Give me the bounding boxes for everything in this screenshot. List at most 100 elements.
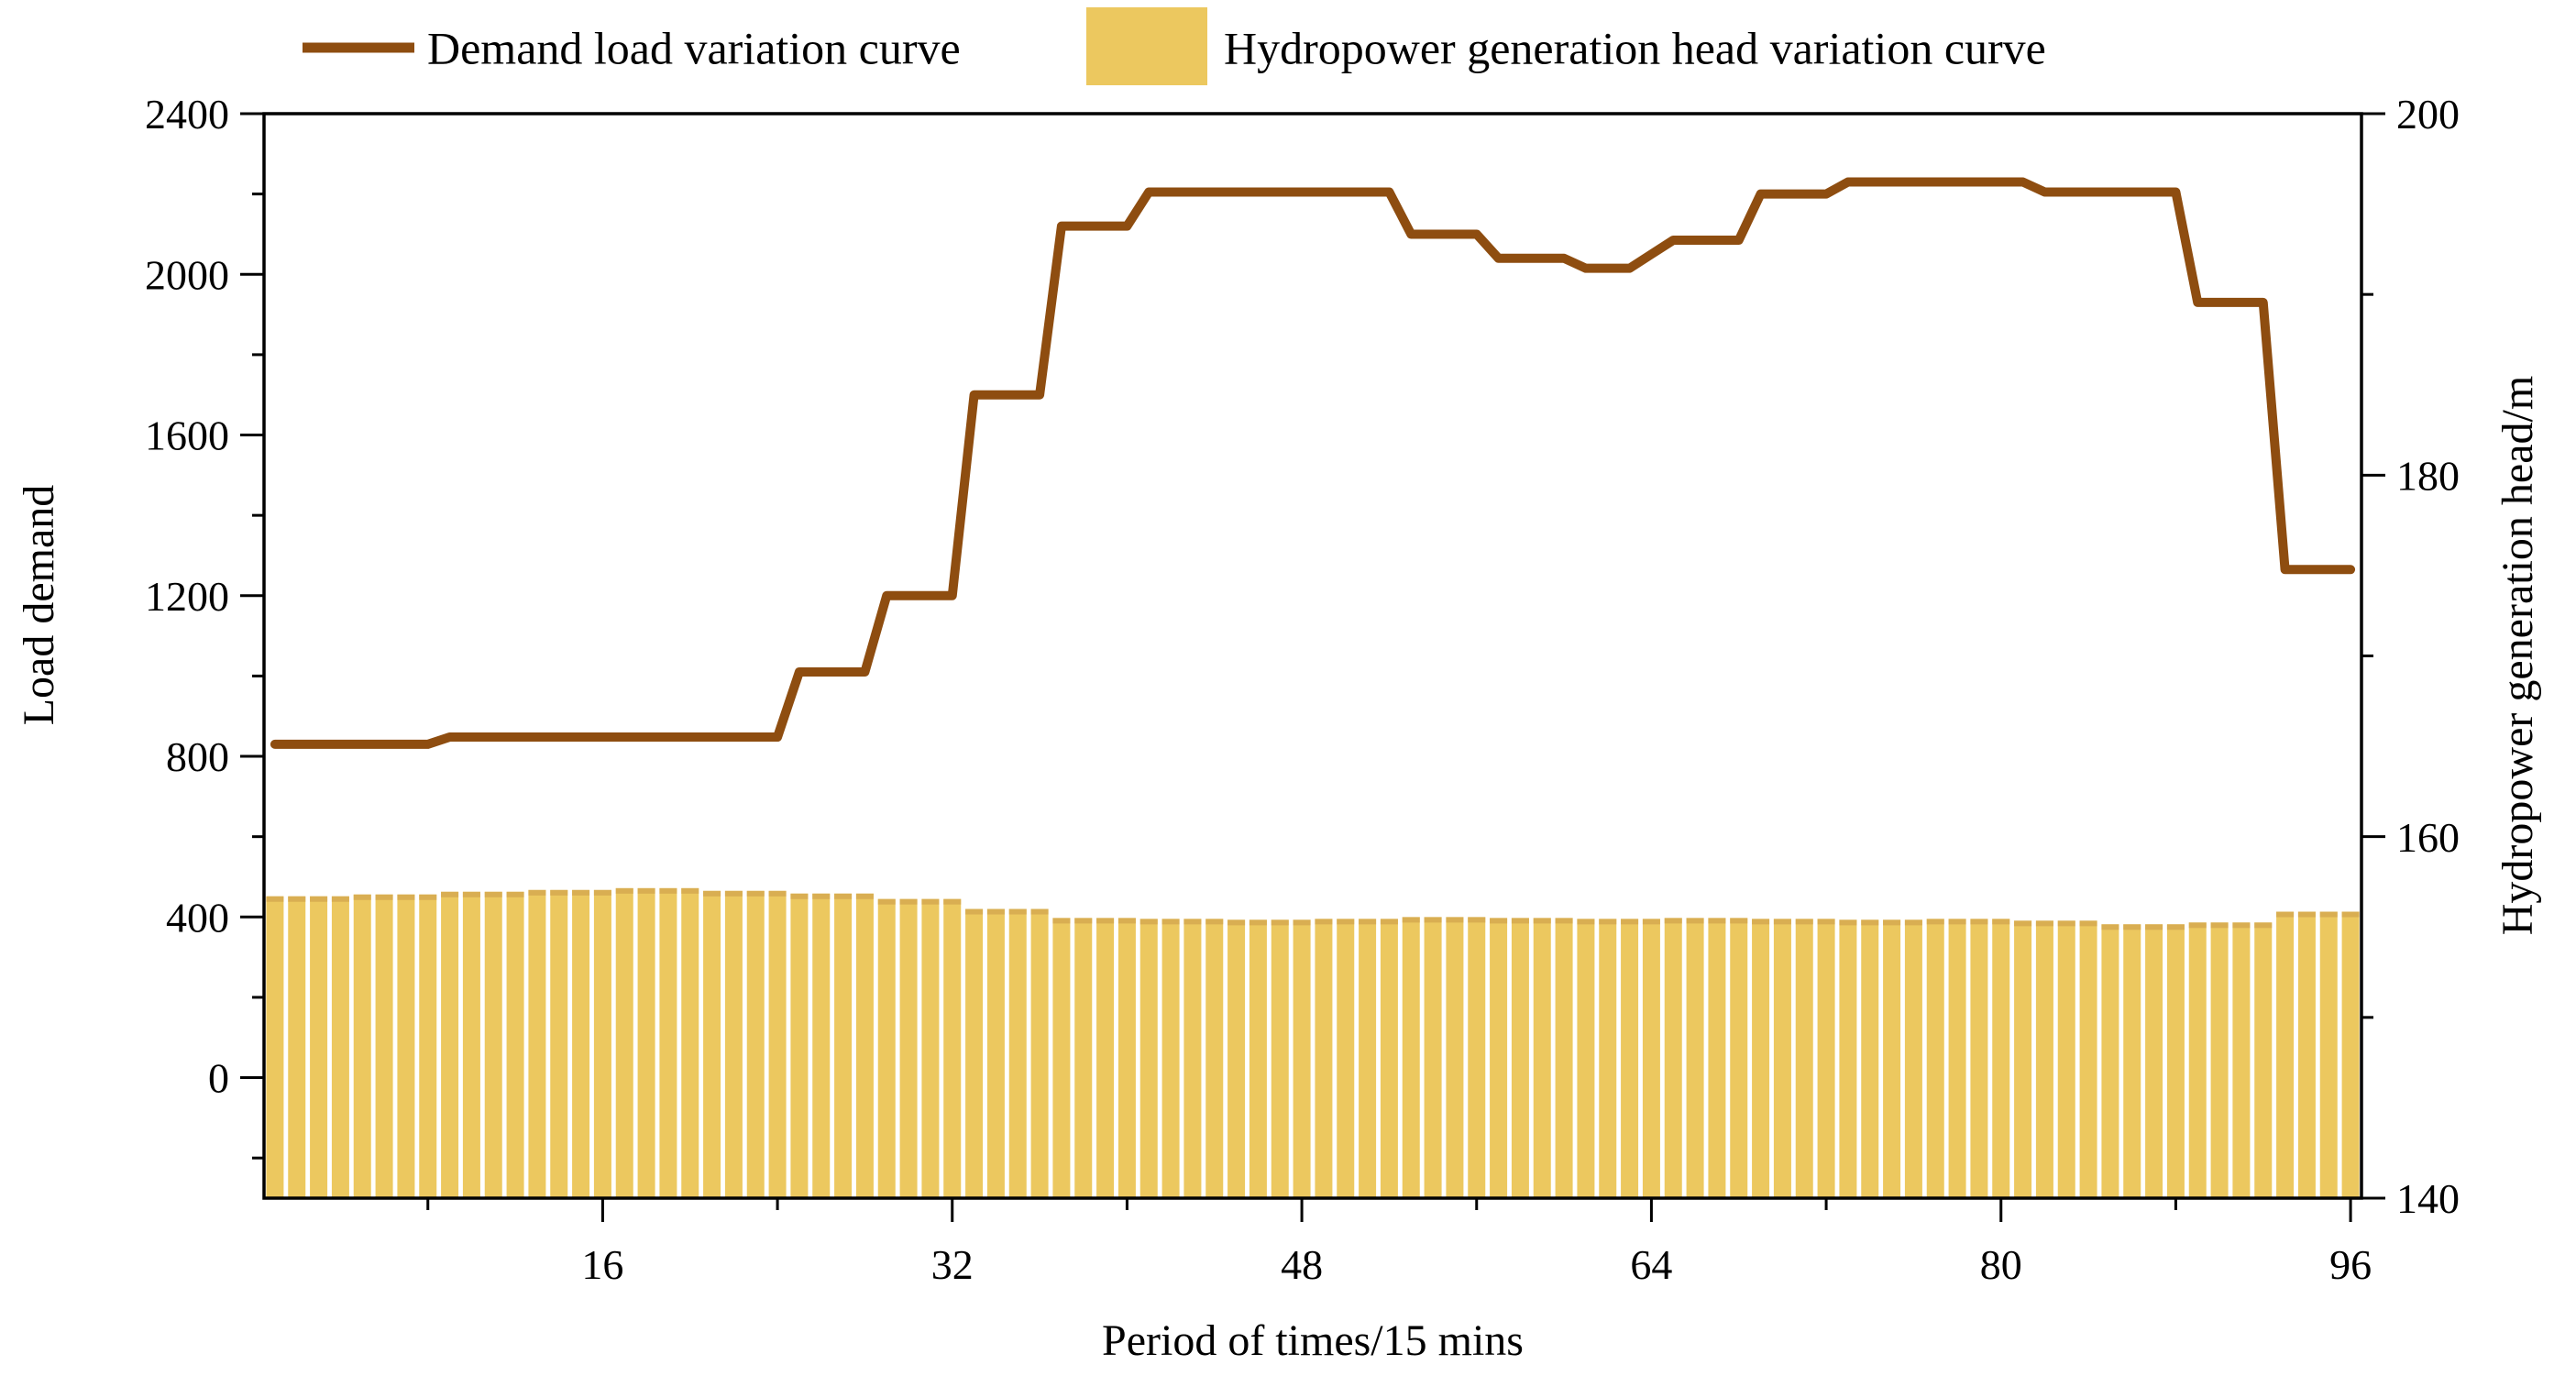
head-bar bbox=[1533, 918, 1551, 1198]
head-bar bbox=[2341, 911, 2360, 1198]
head-bar bbox=[1708, 918, 1726, 1198]
head-bar bbox=[681, 887, 699, 1198]
head-bar bbox=[1161, 919, 1180, 1198]
head-bar bbox=[1904, 919, 1922, 1198]
head-bar bbox=[1337, 919, 1355, 1198]
tick-label: 16 bbox=[581, 1241, 623, 1288]
head-bar bbox=[2166, 924, 2185, 1198]
head-bar bbox=[1096, 918, 1115, 1198]
head-bar bbox=[1183, 919, 1202, 1198]
head-bar bbox=[812, 893, 831, 1198]
head-bar bbox=[1970, 919, 1988, 1198]
head-bar bbox=[1117, 918, 1136, 1198]
tick-label: 180 bbox=[2396, 452, 2460, 499]
head-bar bbox=[2254, 922, 2273, 1198]
head-bar bbox=[1139, 919, 1158, 1198]
head-bar bbox=[2232, 922, 2251, 1198]
tick-label: 1600 bbox=[145, 413, 229, 459]
head-bar bbox=[310, 896, 328, 1198]
head-bar bbox=[1490, 918, 1508, 1198]
head-bar bbox=[790, 893, 809, 1198]
tick-label: 2000 bbox=[145, 251, 229, 298]
head-bar bbox=[877, 898, 896, 1198]
head-bar bbox=[1992, 919, 2010, 1198]
head-bar bbox=[659, 887, 677, 1198]
head-bar bbox=[2101, 924, 2119, 1198]
head-bar bbox=[550, 889, 568, 1198]
head-bar bbox=[1030, 908, 1049, 1198]
tick-label: 96 bbox=[2329, 1241, 2372, 1288]
head-bar bbox=[1511, 918, 1529, 1198]
head-bar bbox=[2035, 920, 2053, 1198]
head-bar bbox=[724, 890, 743, 1198]
head-bar bbox=[1446, 917, 1464, 1198]
tick-label: 80 bbox=[1980, 1241, 2022, 1288]
head-bar bbox=[1752, 919, 1770, 1198]
head-bar bbox=[768, 890, 787, 1198]
head-bar bbox=[965, 908, 984, 1198]
head-bar bbox=[1686, 918, 1704, 1198]
head-bar bbox=[462, 891, 480, 1198]
head-bar bbox=[397, 894, 415, 1198]
head-bar bbox=[899, 898, 918, 1198]
head-bar bbox=[484, 891, 502, 1198]
head-bar bbox=[1642, 919, 1660, 1198]
tick-label: 200 bbox=[2396, 91, 2460, 138]
head-bar bbox=[1621, 919, 1639, 1198]
right-axis-title: Hydropower generation head/m bbox=[2493, 376, 2542, 935]
head-bar bbox=[419, 894, 437, 1198]
head-bar bbox=[1839, 919, 1857, 1198]
head-bar bbox=[2145, 924, 2163, 1198]
legend-label-demand: Demand load variation curve bbox=[427, 23, 961, 74]
head-bar bbox=[703, 890, 721, 1198]
head-bar bbox=[1577, 919, 1595, 1198]
head-bar bbox=[2210, 922, 2229, 1198]
head-bar bbox=[353, 894, 371, 1198]
tick-label: 400 bbox=[166, 894, 229, 941]
legend-label-head: Hydropower generation head variation cur… bbox=[1224, 23, 2046, 74]
head-bar bbox=[1052, 918, 1071, 1198]
head-bar bbox=[1008, 908, 1027, 1198]
head-bar bbox=[1074, 918, 1093, 1198]
head-bar bbox=[943, 898, 962, 1198]
head-bar bbox=[1359, 919, 1377, 1198]
head-bar bbox=[1271, 919, 1289, 1198]
head-bar bbox=[1817, 919, 1835, 1198]
head-bar bbox=[441, 891, 459, 1198]
head-bar bbox=[1861, 919, 1879, 1198]
head-bar bbox=[2188, 922, 2207, 1198]
tick-label: 32 bbox=[931, 1241, 974, 1288]
head-bar bbox=[2079, 920, 2097, 1198]
head-bar bbox=[2057, 920, 2075, 1198]
head-bar bbox=[855, 893, 874, 1198]
head-bar bbox=[266, 896, 284, 1198]
head-bar bbox=[2319, 911, 2338, 1198]
head-bar bbox=[615, 887, 633, 1198]
head-bar bbox=[1795, 919, 1813, 1198]
head-bar bbox=[2276, 911, 2295, 1198]
head-bar bbox=[572, 889, 590, 1198]
head-bar bbox=[986, 908, 1005, 1198]
x-axis-title: Period of times/15 mins bbox=[1102, 1316, 1524, 1365]
legend: Demand load variation curve Hydropower g… bbox=[303, 7, 2046, 85]
head-bar bbox=[746, 890, 765, 1198]
head-bar bbox=[1380, 919, 1398, 1198]
head-bar bbox=[2123, 924, 2141, 1198]
head-bar bbox=[1468, 917, 1486, 1198]
head-bar bbox=[1773, 919, 1791, 1198]
head-bar bbox=[1883, 919, 1901, 1198]
head-bar bbox=[834, 893, 853, 1198]
head-bar bbox=[1730, 918, 1748, 1198]
tick-label: 160 bbox=[2396, 814, 2460, 861]
tick-label: 0 bbox=[208, 1055, 229, 1102]
head-bar bbox=[1948, 919, 1966, 1198]
head-bar bbox=[1205, 919, 1224, 1198]
demand-load-line bbox=[270, 177, 2356, 749]
head-bar bbox=[1664, 918, 1682, 1198]
head-bar bbox=[2014, 920, 2032, 1198]
head-bar bbox=[1293, 919, 1311, 1198]
head-bar bbox=[528, 889, 546, 1198]
head-bar bbox=[375, 894, 393, 1198]
